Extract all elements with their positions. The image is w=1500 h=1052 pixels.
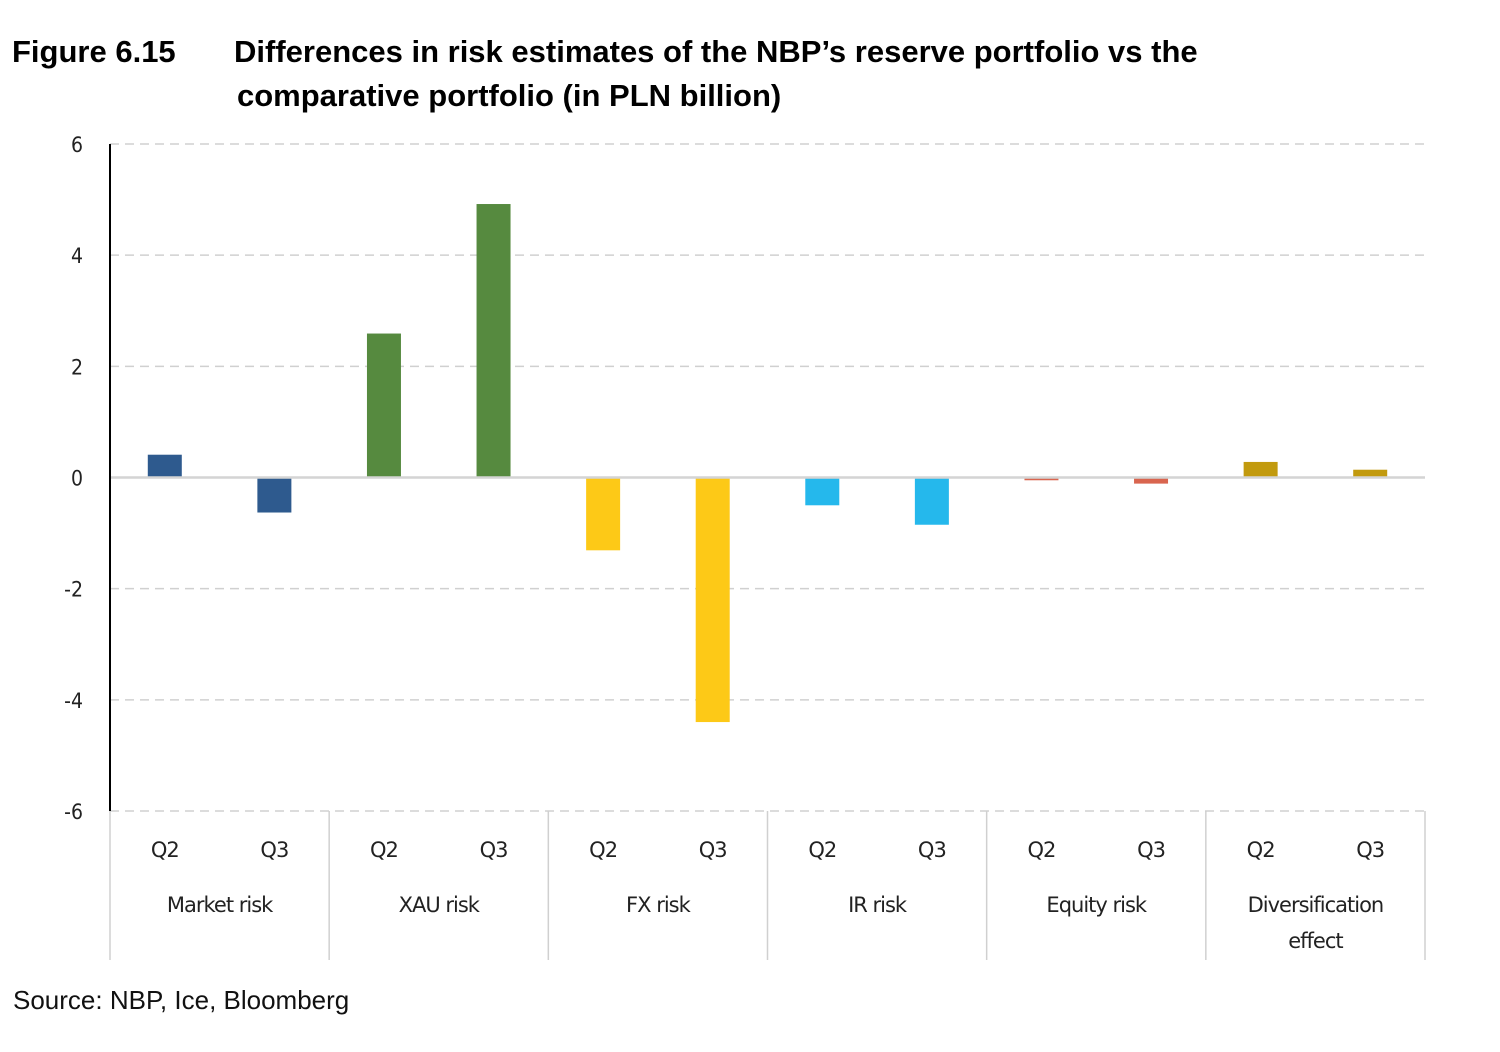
x-tick-label: Q2: [151, 838, 179, 862]
bar-equity-risk-q2: [1024, 477, 1059, 481]
bar-fx-risk-q2: [586, 477, 621, 551]
title-line-1: Differences in risk estimates of the NBP…: [234, 34, 1198, 69]
y-tick-label: -2: [64, 578, 83, 602]
bar-equity-risk-q3: [1134, 477, 1169, 484]
y-tick-label: 6: [71, 133, 83, 157]
y-tick-label: -4: [64, 689, 83, 713]
group-label: effect: [1288, 929, 1343, 953]
bar-market-risk-q3: [257, 477, 292, 513]
title-line-2: comparative portfolio (in PLN billion): [237, 78, 782, 113]
x-tick-label: Q3: [1137, 838, 1165, 862]
x-tick-label: Q3: [699, 838, 727, 862]
source-note: Source: NBP, Ice, Bloomberg: [13, 985, 350, 1015]
bar-diversification-effect-q3: [1353, 469, 1388, 478]
group-label: Diversification: [1248, 893, 1384, 917]
x-tick-label: Q2: [808, 838, 836, 862]
x-tick-label: Q3: [480, 838, 508, 862]
y-tick-label: -6: [64, 800, 83, 824]
x-tick-label: Q3: [1356, 838, 1384, 862]
x-tick-label: Q2: [1247, 838, 1275, 862]
figure-number: Figure 6.15: [12, 34, 176, 69]
group-label: IR risk: [848, 893, 908, 917]
group-label: XAU risk: [399, 893, 481, 917]
y-tick-label: 4: [71, 244, 83, 268]
bar-diversification-effect-q2: [1243, 461, 1278, 478]
bar-xau-risk-q2: [366, 333, 401, 478]
bar-xau-risk-q3: [476, 204, 511, 478]
bar-ir-risk-q3: [914, 477, 949, 525]
group-label: Market risk: [167, 893, 274, 917]
x-tick-label: Q2: [1028, 838, 1056, 862]
x-tick-label: Q2: [370, 838, 398, 862]
x-tick-label: Q2: [589, 838, 617, 862]
group-label: Equity risk: [1046, 893, 1147, 917]
x-tick-label: Q3: [918, 838, 946, 862]
bar-ir-risk-q2: [805, 477, 840, 506]
group-label: FX risk: [626, 893, 692, 917]
bar-market-risk-q2: [147, 454, 182, 478]
bar-fx-risk-q3: [695, 477, 730, 723]
y-tick-label: 0: [71, 467, 83, 491]
y-tick-label: 2: [71, 355, 83, 379]
x-tick-label: Q3: [260, 838, 288, 862]
